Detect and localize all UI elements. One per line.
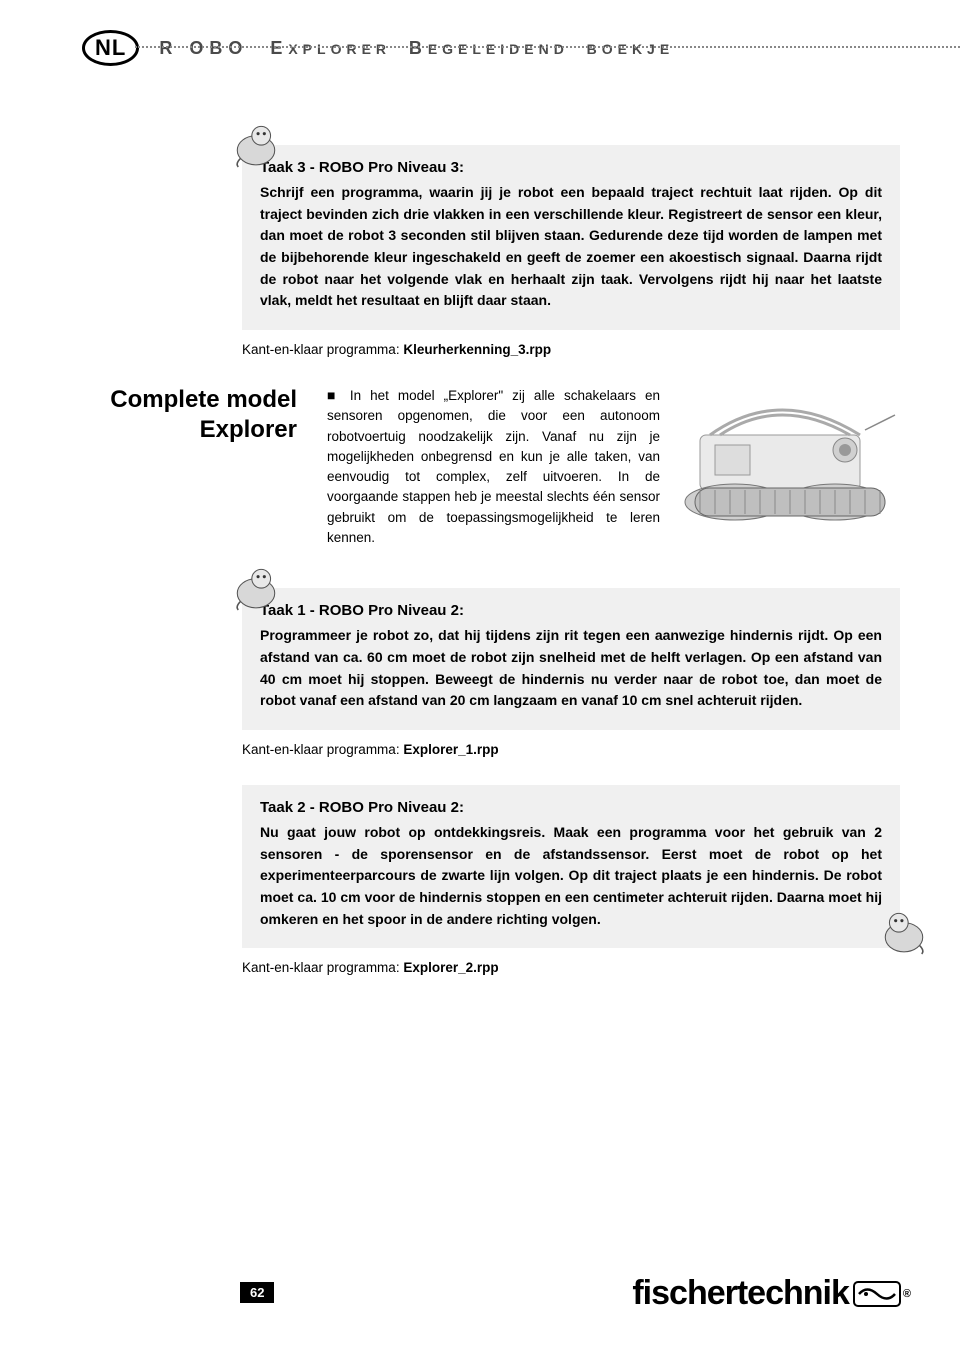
brand-logo: fischertechnik ®: [632, 1274, 910, 1313]
task-text: Schrijf een programma, waarin jij je rob…: [260, 182, 882, 312]
program-label: Kant-en-klaar programma:: [242, 742, 403, 757]
section-complete-modelANbox: Complete model Explorer ■ In het model „…: [82, 385, 900, 548]
brand-text: fischertechnik: [632, 1274, 849, 1313]
mascot-icon: [230, 117, 282, 169]
robot-illustration: [670, 380, 910, 535]
program-file: Explorer_2.rpp: [403, 960, 498, 975]
header-title: R OBO EXPLORER BEGELEIDEND BOEKJE: [159, 38, 674, 59]
program-file: Kleurherkenning_3.rpp: [403, 342, 551, 357]
program-reference: Kant-en-klaar programma: Explorer_1.rpp: [242, 742, 900, 757]
bullet-icon: ■: [327, 387, 350, 403]
mascot-icon: [230, 560, 282, 612]
mascot-icon: [878, 904, 930, 956]
program-reference: Kant-en-klaar programma: Kleurherkenning…: [242, 342, 900, 357]
page-content: Taak 3 - ROBO Pro Niveau 3: Schrijf een …: [82, 145, 900, 1003]
registered-mark: ®: [903, 1288, 910, 1300]
task-box-2: Taak 2 - ROBO Pro Niveau 2: Nu gaat jouw…: [242, 785, 900, 948]
task-title: Taak 3 - ROBO Pro Niveau 3:: [260, 159, 882, 176]
program-reference: Kant-en-klaar programma: Explorer_2.rpp: [242, 960, 900, 975]
task-box-3: Taak 3 - ROBO Pro Niveau 3: Schrijf een …: [242, 145, 900, 330]
language-badge: NL: [82, 30, 139, 66]
program-label: Kant-en-klaar programma:: [242, 960, 403, 975]
section-body-text: In het model „Explorer" zij alle schakel…: [327, 388, 660, 545]
program-label: Kant-en-klaar programma:: [242, 342, 403, 357]
task-title: Taak 1 - ROBO Pro Niveau 2:: [260, 602, 882, 619]
header-divider: [135, 46, 960, 48]
task-box-1: Taak 1 - ROBO Pro Niveau 2: Programmeer …: [242, 588, 900, 730]
task-title: Taak 2 - ROBO Pro Niveau 2:: [260, 799, 882, 816]
task-text: Nu gaat jouw robot op ontdekkingsreis. M…: [260, 822, 882, 930]
task-text: Programmeer je robot zo, dat hij tijdens…: [260, 625, 882, 712]
brand-icon: [853, 1281, 901, 1307]
page-number: 62: [240, 1282, 274, 1303]
page-header: NL R OBO EXPLORER BEGELEIDEND BOEKJE: [82, 30, 920, 66]
section-heading: Complete model Explorer: [82, 385, 327, 548]
program-file: Explorer_1.rpp: [403, 742, 498, 757]
